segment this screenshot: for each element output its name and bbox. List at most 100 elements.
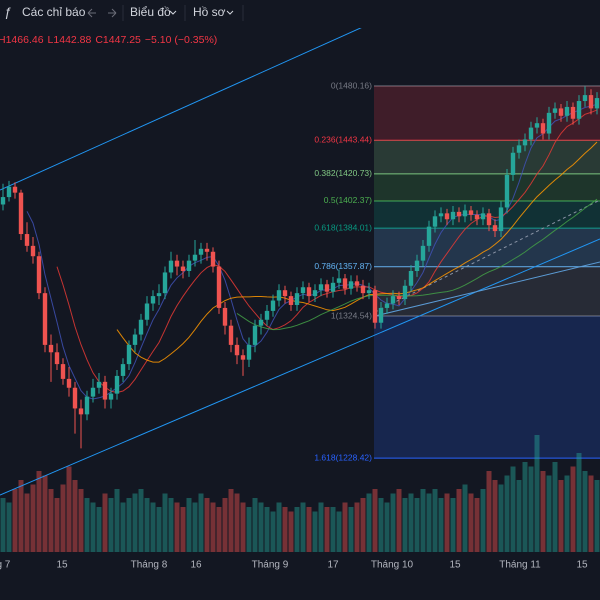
candle-body [252, 325, 258, 345]
volume-bar [90, 502, 96, 552]
candle-body [348, 281, 354, 289]
candle-body [270, 300, 276, 311]
profile-button[interactable]: Hồ sơ [193, 5, 226, 19]
volume-bar [66, 466, 72, 552]
volume-bar [168, 498, 174, 552]
volume-bar [114, 489, 120, 552]
x-tick-label: Tháng 8 [131, 560, 168, 571]
x-tick-label: Tháng 9 [252, 560, 289, 571]
candle-body [426, 226, 432, 246]
candle-body [36, 256, 42, 294]
candles [0, 86, 600, 449]
chevron [169, 10, 177, 15]
candle-body [540, 123, 546, 134]
candle-body [336, 278, 342, 283]
indicator-icon: ƒ [4, 4, 11, 19]
volume-bar [18, 480, 24, 552]
candle-body [534, 123, 540, 128]
candle-body [168, 260, 174, 273]
volume-bar [276, 502, 282, 552]
chart-button[interactable]: Biểu đồ [130, 5, 171, 19]
candle-body [48, 344, 54, 353]
candle-body [402, 285, 408, 300]
candle-body [450, 211, 456, 220]
candle-body [588, 95, 594, 109]
candle-body [582, 95, 588, 102]
volume-bar [528, 466, 534, 552]
fib-zone [374, 228, 600, 267]
volume-bar [354, 502, 360, 552]
volume-bar [174, 502, 180, 552]
volume-bar [408, 493, 414, 552]
candle-body [576, 101, 582, 119]
candle-body [300, 287, 306, 294]
fib-label: 0.5(1402.37) [324, 195, 372, 205]
volume-bar [480, 489, 486, 552]
candle-body [504, 174, 510, 208]
candle-body [306, 287, 312, 297]
candle-body [318, 284, 324, 291]
redo-icon[interactable] [108, 8, 117, 18]
candle-body [126, 344, 132, 365]
candle-body [312, 290, 318, 297]
candle-body [90, 387, 96, 397]
volume-bar [198, 493, 204, 552]
volume-bar [366, 493, 372, 552]
volume-bar [474, 498, 480, 552]
x-tick-label: 15 [576, 560, 588, 571]
volume-bar [294, 507, 300, 552]
candle-body [342, 278, 348, 289]
channel-line [0, 28, 362, 191]
ohlc-value: C1447.25 [95, 34, 141, 46]
undo-icon[interactable] [87, 8, 96, 18]
volume-bar [12, 489, 18, 552]
indicators-button[interactable]: Các chỉ báo [22, 5, 86, 19]
candle-body [174, 260, 180, 267]
volume-bar [444, 493, 450, 552]
volume-bar [234, 493, 240, 552]
candle-body [492, 225, 498, 232]
candle-body [486, 213, 492, 226]
fib-label: 0.618(1384.01) [314, 222, 372, 232]
volume-bar [558, 480, 564, 552]
ohlc-header: H1466.46 L1442.88 C1447.25 −5.10 (−0.35%) [0, 34, 217, 46]
candle-body [246, 344, 252, 360]
volume-bar [138, 489, 144, 552]
volume-bar [270, 511, 276, 552]
candle-body [258, 319, 264, 326]
candle-body [132, 334, 138, 345]
candle-body [546, 112, 552, 134]
fib-label: 1.618(1228.42) [314, 452, 372, 462]
volume-bar [570, 466, 576, 552]
volume-bar [312, 511, 318, 552]
candle-body [330, 282, 336, 292]
volume-bar [318, 502, 324, 552]
volume-bar [210, 502, 216, 552]
volume-bar [378, 498, 384, 552]
fib-label: 0.236(1443.44) [314, 135, 372, 145]
volume-bar [594, 480, 600, 552]
candle-body [360, 285, 366, 294]
volume-bar [36, 471, 42, 552]
x-axis: Tháng 7 15 Tháng 8 16 Tháng 9 17 Tháng 10 15 Thá… [0, 560, 588, 571]
candle-body [84, 396, 90, 415]
candle-body [12, 186, 18, 193]
volume-bar [30, 484, 36, 552]
volume-bar [414, 498, 420, 552]
candle-body [204, 248, 210, 252]
volume-bar [516, 480, 522, 552]
volume-bar [390, 493, 396, 552]
candle-body [408, 270, 414, 286]
volume-bar [576, 453, 582, 552]
candle-body [444, 213, 450, 220]
volume-bar [54, 498, 60, 552]
candle-body [438, 213, 444, 217]
x-tick-label: 15 [56, 560, 68, 571]
volume-bar [240, 502, 246, 552]
fib-zones [374, 85, 600, 459]
candle-body [240, 355, 246, 360]
candle-body [42, 293, 48, 345]
volume-bar [180, 507, 186, 552]
volume-bar [450, 498, 456, 552]
toolbar-bg [0, 0, 600, 27]
